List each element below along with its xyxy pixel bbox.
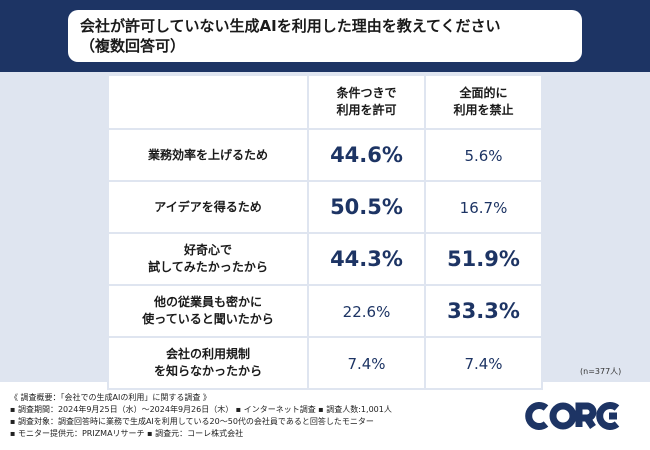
row-label: 業務効率を上げるため (107, 128, 309, 182)
title-line-2: （複数回答可） (80, 37, 186, 55)
row-label-line: 業務効率を上げるため (147, 147, 268, 162)
column-header-conditional: 条件つきで 利用を許可 (307, 74, 426, 130)
row-label-line: 他の従業員も密かに (153, 295, 262, 309)
survey-overview: 《 調査概要：「会社での生成AIの利用」に関する調査 》 ▪ 調査期間：2024… (10, 392, 510, 440)
row-label-line: 会社の利用規制 (165, 347, 250, 361)
column-header-line: 利用を禁止 (453, 103, 514, 117)
row-label-line: を知らなかったから (153, 364, 262, 378)
value-label: 22.6% (342, 302, 391, 321)
title-line-1: 会社が許可していない生成AIを利用した理由を教えてください (80, 17, 501, 35)
core-logo-mark (525, 402, 620, 430)
survey-period: ▪ 調査期間：2024年9月25日（水）～2024年9月26日（木） ▪ インタ… (10, 405, 392, 414)
logo-letter-r (575, 402, 597, 429)
row-label-line: 好奇心で (183, 243, 232, 257)
value-cell: 50.5% (307, 180, 426, 234)
value-cell: 33.3% (424, 284, 543, 338)
table-row: 会社の利用規制 を知らなかったから 7.4% 7.4% (107, 336, 543, 390)
survey-provider: ▪ モニター提供元：PRIZMAリサーチ ▪ 調査元：コーレ株式会社 (10, 429, 244, 438)
survey-title: 《 調査概要：「会社での生成AIの利用」に関する調査 》 (10, 393, 211, 402)
value-label: 33.3% (447, 299, 520, 323)
column-header-line: 利用を許可 (336, 103, 397, 117)
row-label: 会社の利用規制 を知らなかったから (107, 336, 309, 390)
corner-cell (107, 74, 309, 130)
table-row: 他の従業員も密かに 使っていると聞いたから 22.6% 33.3% (107, 284, 543, 338)
sample-size-note: (n=377人) (580, 367, 622, 376)
row-label: アイデアを得るため (107, 180, 309, 234)
table-row: 業務効率を上げるため 44.6% 5.6% (107, 128, 543, 182)
value-label: 44.3% (330, 247, 403, 271)
row-label: 他の従業員も密かに 使っていると聞いたから (107, 284, 309, 338)
row-label-line: 試してみたかったから (148, 260, 268, 274)
header-banner: 会社が許可していない生成AIを利用した理由を教えてください （複数回答可） (0, 0, 650, 72)
column-header-line: 全面的に (459, 86, 508, 100)
value-label: 5.6% (464, 146, 503, 165)
value-cell: 51.9% (424, 232, 543, 286)
value-cell: 16.7% (424, 180, 543, 234)
value-label: 44.6% (330, 143, 403, 167)
value-cell: 5.6% (424, 128, 543, 182)
logo-letter-e (596, 402, 620, 430)
value-label: 16.7% (459, 198, 508, 217)
survey-target: ▪ 調査対象：調査回答時に業務で生成AIを利用している20～50代の会社員である… (10, 417, 374, 426)
table-row: アイデアを得るため 50.5% 16.7% (107, 180, 543, 234)
value-label: 7.4% (347, 354, 386, 373)
logo-letter-c (525, 402, 549, 430)
value-cell: 7.4% (424, 336, 543, 390)
results-table: 条件つきで 利用を許可 全面的に 利用を禁止 業務効率を上げるため 44.6% … (107, 74, 543, 390)
column-header-line: 条件つきで (336, 86, 397, 100)
table-row: 好奇心で 試してみたかったから 44.3% 51.9% (107, 232, 543, 286)
value-cell: 22.6% (307, 284, 426, 338)
row-label-line: 使っていると聞いたから (142, 312, 274, 326)
row-label-line: アイデアを得るため (154, 199, 262, 214)
value-cell: 44.6% (307, 128, 426, 182)
value-cell: 44.3% (307, 232, 426, 286)
value-cell: 7.4% (307, 336, 426, 390)
title-box: 会社が許可していない生成AIを利用した理由を教えてください （複数回答可） (68, 10, 582, 62)
logo-letter-o (549, 402, 577, 430)
row-label: 好奇心で 試してみたかったから (107, 232, 309, 286)
value-label: 51.9% (447, 247, 520, 271)
column-header-prohibited: 全面的に 利用を禁止 (424, 74, 543, 130)
header-row: 条件つきで 利用を許可 全面的に 利用を禁止 (107, 74, 543, 130)
core-logo (525, 399, 625, 437)
value-label: 7.4% (464, 354, 503, 373)
value-label: 50.5% (330, 195, 403, 219)
